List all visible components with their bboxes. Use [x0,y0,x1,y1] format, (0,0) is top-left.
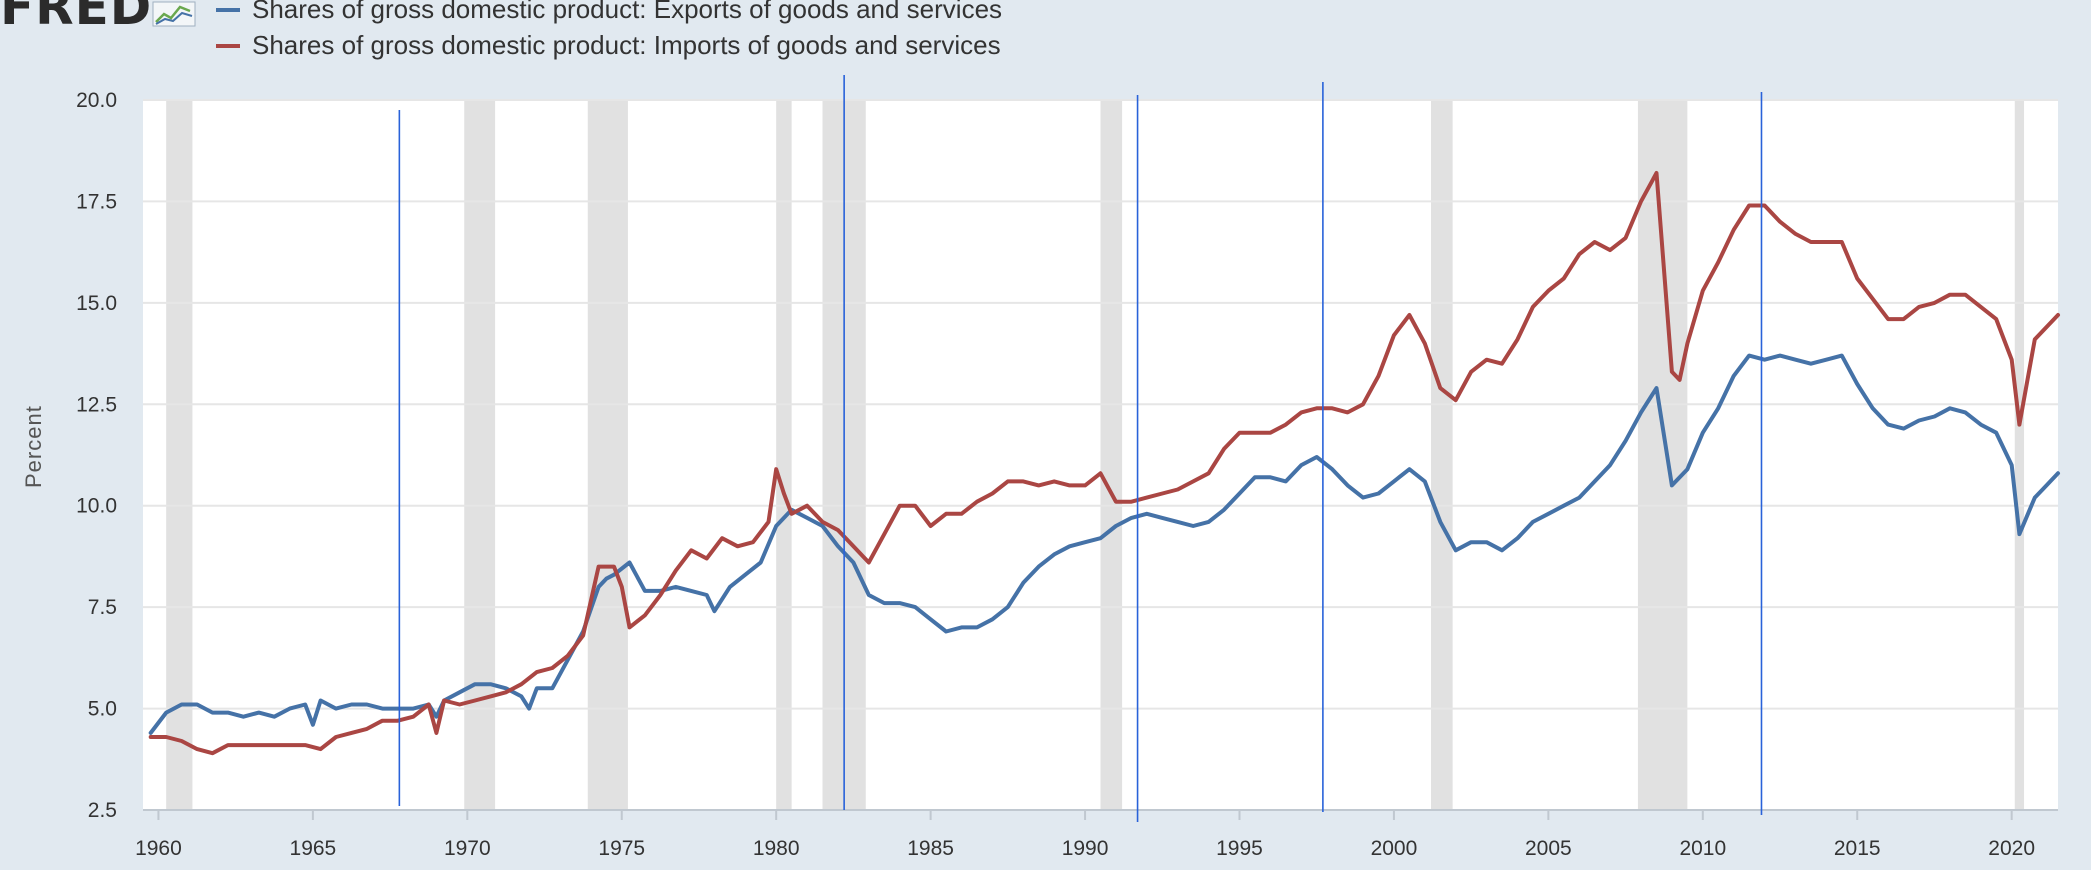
recession-band-0 [166,100,193,810]
x-tick-label: 1975 [598,837,645,860]
x-tick-label: 2020 [1988,837,2035,860]
x-tick-label: 1995 [1216,837,1263,860]
y-tick-label: 17.5 [76,190,117,213]
x-tick-label: 1980 [753,837,800,860]
x-tick-label: 1990 [1062,837,1109,860]
fred-logo: FRED [0,0,153,36]
recession-band-8 [2014,100,2025,810]
legend-item-imports[interactable]: Shares of gross domestic product: Import… [216,30,1001,61]
x-tick-label: 2005 [1525,837,1572,860]
fred-chart-logo-icon [152,1,196,27]
x-tick-label: 2000 [1371,837,1418,860]
y-tick-label: 10.0 [76,495,117,518]
y-tick-label: 7.5 [88,596,117,619]
recession-band-7 [1637,100,1688,810]
series-line-imports[interactable] [148,171,2060,756]
recession-band-3 [776,100,792,810]
series-lines [148,171,2060,756]
y-tick-label: 5.0 [88,698,117,721]
legend-swatch-imports [216,43,240,48]
x-tick-label: 2015 [1834,837,1881,860]
legend-label-imports: Shares of gross domestic product: Import… [252,30,1001,60]
y-tick-label: 2.5 [88,799,117,822]
recession-band-6 [1430,100,1453,810]
x-tick-label: 1960 [135,837,182,860]
legend-item-exports[interactable]: Shares of gross domestic product: Export… [216,0,1002,25]
y-tick-label: 12.5 [76,393,117,416]
recession-band-2 [587,100,628,810]
x-tick-label: 1970 [444,837,491,860]
vertical-markers [398,75,1763,822]
recession-band-1 [464,100,496,810]
y-axis-ticks: 2.5 5.0 7.5 10.0 12.5 15.0 17.5 20.0 [76,89,117,822]
y-tick-label: 15.0 [76,292,117,315]
legend-label-exports: Shares of gross domestic product: Export… [252,0,1003,24]
x-tick-label: 1985 [907,837,954,860]
x-axis-ticks: 1960 1965 1970 1975 1980 1985 1990 1995 2000 2005… [135,809,2058,860]
x-tick-label: 2010 [1679,837,1726,860]
recession-shading [166,100,2025,810]
y-tick-label: 20.0 [76,89,117,112]
recession-band-5 [1100,100,1123,810]
x-tick-label: 1965 [290,837,337,860]
legend-swatch-exports [216,7,240,12]
series-line-exports[interactable] [148,353,2060,735]
